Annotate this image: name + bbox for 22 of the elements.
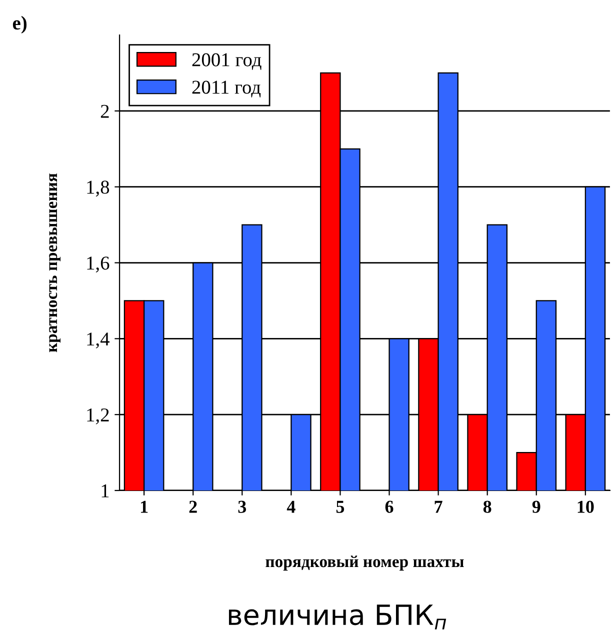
y-tick-label: 1,2	[87, 408, 109, 424]
x-tick-label: 9	[532, 500, 540, 513]
x-tick-label: 10	[578, 500, 594, 513]
legend-label: 2011 год	[192, 80, 261, 98]
y-tick-label: 1,8	[87, 180, 110, 197]
y-tick-label: 2	[100, 104, 109, 118]
x-tick-label: 7	[434, 500, 442, 513]
x-axis-title: порядковый номер шахты	[266, 556, 464, 571]
x-tick-label: 5	[336, 500, 344, 513]
y-axis-title: кратность превышения	[49, 173, 61, 352]
chart-title: е)	[12, 16, 27, 34]
x-tick-label: 6	[385, 500, 394, 513]
y-tick-label: 1	[102, 484, 109, 498]
x-tick-label: 1	[140, 500, 148, 513]
text: величина БПК$_{п}$	[228, 604, 446, 630]
y-tick-label: 1,4	[87, 332, 110, 348]
x-tick-label: 3	[238, 500, 246, 513]
x-tick-label: 4	[286, 500, 296, 513]
y-tick-label: 1,6	[87, 256, 110, 272]
x-tick-label: 8	[483, 500, 492, 513]
legend-label: 2001 год	[192, 53, 262, 70]
x-tick-label: 2	[189, 500, 197, 513]
